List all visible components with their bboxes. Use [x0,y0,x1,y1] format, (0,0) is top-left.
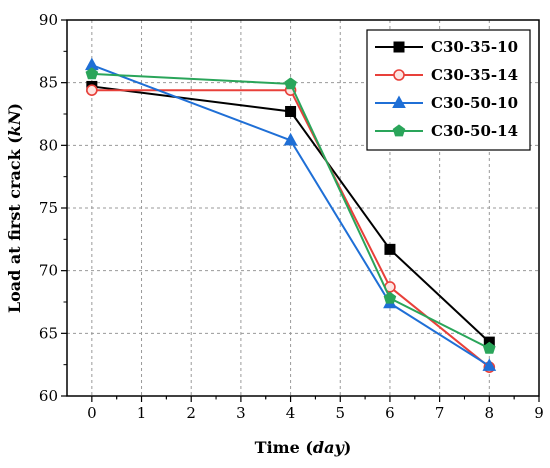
data-point [284,77,297,90]
legend-entry: C30-50-14 [375,122,518,140]
legend: C30-35-10 C30-35-14 C30-50-10 C30-50-14 [366,29,531,151]
legend-label: C30-50-14 [431,122,518,140]
y-tick-label: 65 [39,324,58,342]
legend-label: C30-50-10 [431,94,518,112]
series-line [91,85,491,343]
x-tick-label: 7 [435,404,445,422]
legend-marker [392,95,406,108]
data-point [482,358,497,371]
x-axis-title: Time (day) [255,438,352,457]
y-tick-label: 90 [39,11,58,29]
x-axis-title-unit: day [313,438,346,457]
x-tick-label: 0 [87,404,97,422]
x-tick-label: 4 [286,404,296,422]
legend-marker [393,69,405,81]
data-point [483,341,496,354]
y-axis-title-main: Load at first crack ( [5,136,24,313]
axes: 0 1 2 3 4 5 6 7 8 9 60 65 70 75 80 85 90 [39,11,544,422]
series-line [91,89,490,368]
series-C30-50-14 [85,67,496,354]
y-tick-label: 60 [39,387,58,405]
y-axis-title-unit: kN [5,109,24,136]
x-tick-label: 5 [335,404,345,422]
x-axis-title-close: ) [344,438,352,457]
legend-marker [393,41,405,53]
data-point [283,132,298,146]
y-axis-title-close: ) [5,103,24,111]
x-tick-label: 3 [236,404,246,422]
legend-label: C30-35-14 [431,66,518,84]
y-axis-title: Load at first crack (kN) [5,103,24,313]
y-tick-label: 85 [39,74,58,92]
legend-entry: C30-50-10 [375,94,518,112]
legend-marker [392,124,406,137]
data-point [384,243,396,255]
y-tick-label: 75 [39,199,58,217]
data-point [285,105,297,117]
data-point [86,84,98,96]
x-tick-label: 8 [485,404,495,422]
y-tick-label: 80 [39,136,58,154]
legend-entry: C30-35-10 [375,38,518,56]
legend-entry: C30-35-14 [375,66,518,84]
x-tick-label: 9 [534,404,544,422]
series-line [91,72,490,350]
y-tick-label: 70 [39,262,58,280]
legend-label: C30-35-10 [431,38,518,56]
data-point [383,291,397,304]
x-tick-label: 6 [385,404,395,422]
series-line [91,64,490,367]
data-point [85,67,99,80]
x-axis-title-main: Time ( [255,438,313,457]
x-tick-label: 2 [186,404,196,422]
series-layer [84,57,497,373]
x-tick-label: 1 [137,404,147,422]
